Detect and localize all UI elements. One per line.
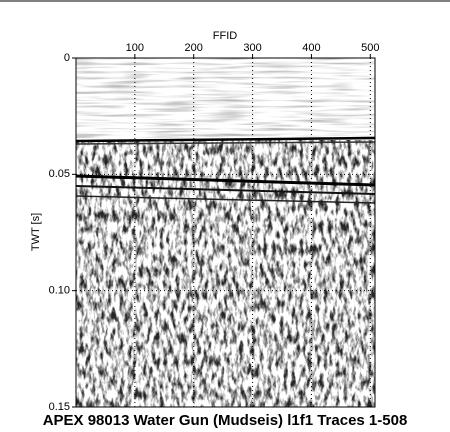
- x-tick-label: 300: [243, 42, 261, 54]
- y-tick-label: 0.10: [49, 285, 70, 297]
- chart-title: APEX 98013 Water Gun (Mudseis) l1f1 Trac…: [43, 412, 408, 429]
- y-tick-label: 0.15: [49, 401, 70, 413]
- x-tick-label: 400: [302, 42, 320, 54]
- seismic-image: [76, 58, 375, 407]
- y-tick-label: 0: [64, 52, 70, 64]
- y-axis-label: TWT [s]: [30, 213, 42, 251]
- x-axis-label: FFID: [213, 30, 237, 42]
- x-tick-label: 500: [361, 42, 379, 54]
- plot-frame: [75, 57, 376, 408]
- x-tick-label: 200: [185, 42, 203, 54]
- x-tick-label: 100: [126, 42, 144, 54]
- y-tick-label: 0.05: [49, 168, 70, 180]
